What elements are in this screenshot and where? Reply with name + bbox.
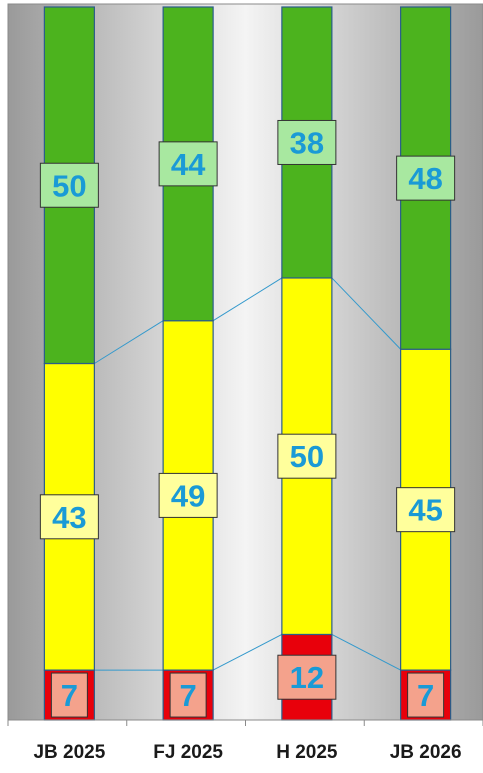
value-label-4-1: 7 [417,678,434,713]
connector-line-1-3 [331,633,401,671]
value-label-box-2-1 [169,672,207,718]
value-label-1-2: 43 [52,500,86,535]
value-label-1-3: 50 [52,168,86,203]
value-label-2-3: 44 [171,147,206,182]
connector-line-2-2 [212,277,283,322]
value-label-box-1-2 [39,494,99,540]
value-label-4-2: 45 [408,493,442,528]
value-label-4-3: 48 [408,161,442,196]
value-label-box-3-3 [277,119,337,165]
connector-line-1-2 [212,633,283,671]
x-tick-label-2: FJ 2025 [153,742,223,763]
value-label-3-3: 38 [290,125,324,160]
value-label-3-1: 12 [290,660,324,695]
value-label-1-1: 7 [61,678,78,713]
value-label-box-3-1 [277,654,337,700]
value-label-box-4-2 [396,487,456,533]
x-tick-label-1: JB 2025 [33,742,105,763]
value-label-box-2-2 [158,472,218,518]
series-connectors [94,277,401,671]
value-labels-layer: 7 43 50 7 49 44 12 50 38 7 45 48 [39,119,456,718]
value-label-box-3-2 [277,433,337,479]
connector-line-2-1 [94,320,164,364]
x-axis: JB 2025 FJ 2025 H 2025 JB 2026 [7,719,483,763]
value-label-box-4-3 [396,155,456,201]
x-tick-label-4: JB 2026 [390,742,462,763]
value-label-box-2-3 [158,141,218,187]
value-label-box-4-1 [407,672,445,718]
value-label-2-2: 49 [171,478,205,513]
value-label-box-1-3 [39,162,99,208]
connector-line-2-3 [331,277,401,350]
value-label-box-1-1 [50,672,88,718]
value-label-3-2: 50 [290,439,324,474]
x-tick-label-3: H 2025 [276,742,338,763]
value-label-2-1: 7 [180,678,197,713]
